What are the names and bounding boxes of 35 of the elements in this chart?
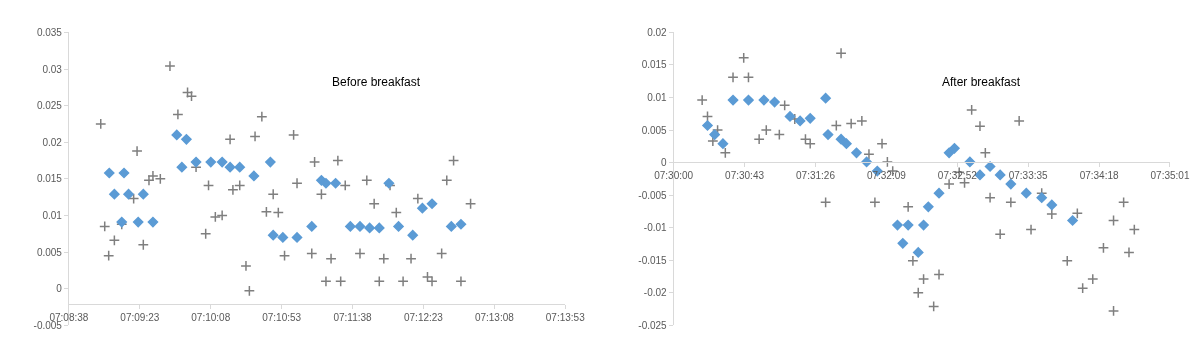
x-tick-label: 07:33:35 [1008,170,1049,182]
x-tick-label: 07:10:53 [262,311,302,323]
y-tick-label: 0.015 [641,59,668,71]
y-tick-label: 0 [56,283,63,295]
x-tick-label: 07:35:01 [1150,170,1190,182]
y-tick-label: -0.015 [638,254,668,266]
text: Before breakfast [332,75,421,89]
y-tick-label: 0.025 [36,100,63,112]
x-tick-label: 07:32:52 [937,170,978,182]
x-tick-label: 07:31:26 [796,170,836,182]
y-tick-label: 0.005 [36,246,63,258]
x-tick-label: 07:34:18 [1079,170,1120,182]
y-tick-label: 0.01 [647,92,668,104]
x-tick-label: 07:30:00 [654,170,694,182]
y-tick-label: -0.005 [638,189,668,201]
y-tick-label: -0.02 [643,287,668,299]
y-tick-label: 0.02 [647,26,668,38]
x-tick-label: 07:12:23 [404,311,444,323]
x-tick-label: 07:09:23 [120,311,160,323]
x-tick-label: 07:10:08 [191,311,231,323]
y-tick-label: 0.005 [641,124,668,136]
y-tick-label: 0.015 [36,173,63,185]
y-tick-label: 0.03 [42,63,63,75]
y-tick-label: -0.01 [643,222,668,234]
y-tick-label: 0.035 [36,26,63,38]
x-tick-label: 07:32:09 [866,170,907,182]
y-tick-label: -0.025 [638,319,668,331]
y-tick-label: 0 [661,157,668,169]
x-tick-label: 07:11:38 [333,311,373,323]
y-tick-label: 0.02 [42,136,63,148]
x-tick-label: 07:13:08 [474,311,515,323]
y-tick-label: 0.01 [42,209,63,221]
text: After breakfast [942,75,1021,89]
x-tick-label: 07:13:53 [545,311,586,323]
x-tick-label: 07:30:43 [725,170,765,182]
